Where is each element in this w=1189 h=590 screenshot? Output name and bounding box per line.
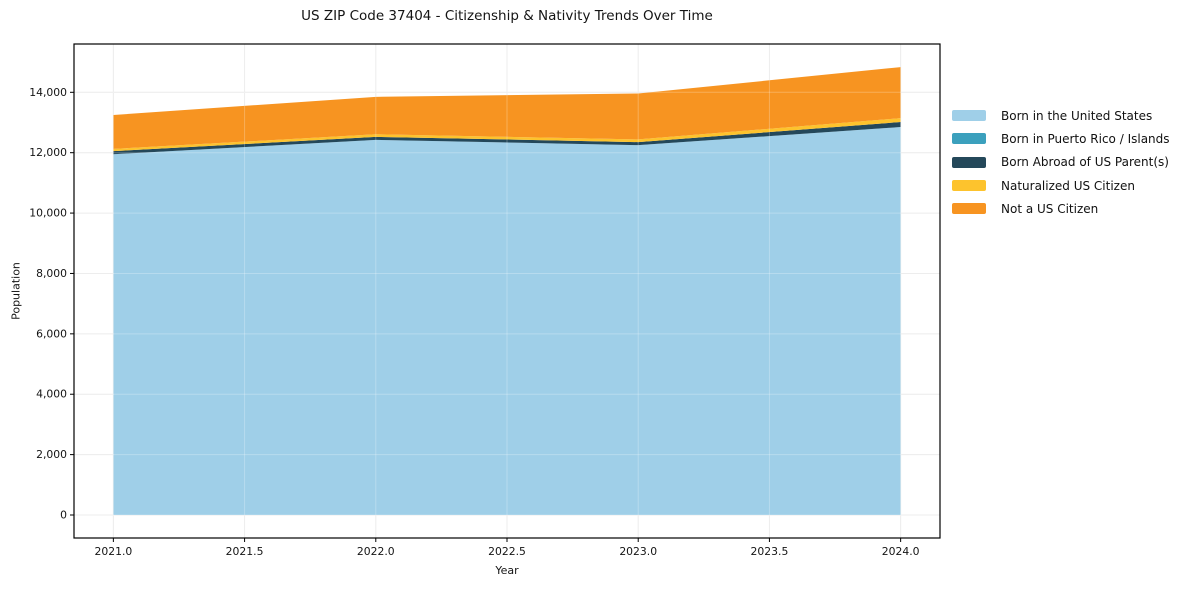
x-tick-label: 2021.5 (226, 545, 264, 558)
legend-swatch-icon (952, 156, 986, 168)
legend-label: Naturalized US Citizen (1001, 178, 1135, 193)
x-tick-label: 2022.0 (357, 545, 395, 558)
y-tick-label: 8,000 (36, 267, 67, 280)
legend-label: Born Abroad of US Parent(s) (1001, 155, 1169, 170)
legend-swatch-icon (952, 133, 986, 145)
x-tick-label: 2022.5 (488, 545, 526, 558)
legend-item: Not a US Citizen (952, 197, 1170, 220)
x-tick-label: 2023.5 (751, 545, 789, 558)
y-tick-label: 0 (60, 508, 67, 521)
y-tick-label: 6,000 (36, 327, 67, 340)
legend-item: Born in Puerto Rico / Islands (952, 127, 1170, 150)
legend-label: Not a US Citizen (1001, 201, 1099, 216)
legend-swatch-icon (952, 180, 986, 192)
legend-item: Naturalized US Citizen (952, 174, 1170, 197)
legend-label: Born in the United States (1001, 108, 1153, 123)
x-tick-label: 2024.0 (882, 545, 920, 558)
x-tick-label: 2021.0 (94, 545, 132, 558)
x-axis-label: Year (495, 564, 519, 577)
legend-swatch-icon (952, 110, 986, 122)
area-born-in-the-united-states (113, 127, 901, 515)
x-tick-label: 2023.0 (619, 545, 657, 558)
y-tick-label: 10,000 (29, 207, 67, 220)
chart-title: US ZIP Code 37404 - Citizenship & Nativi… (301, 8, 713, 24)
y-axis-label: Population (9, 262, 23, 320)
legend-item: Born Abroad of US Parent(s) (952, 151, 1170, 174)
legend-item: Born in the United States (952, 104, 1170, 127)
legend: Born in the United States Born in Puerto … (952, 104, 1170, 220)
legend-label: Born in Puerto Rico / Islands (1001, 131, 1170, 146)
area-not-a-us-citizen (113, 67, 901, 149)
y-tick-label: 4,000 (36, 388, 67, 401)
y-tick-label: 14,000 (29, 86, 67, 99)
legend-swatch-icon (952, 203, 986, 215)
y-tick-label: 12,000 (29, 146, 67, 159)
y-tick-label: 2,000 (36, 448, 67, 461)
